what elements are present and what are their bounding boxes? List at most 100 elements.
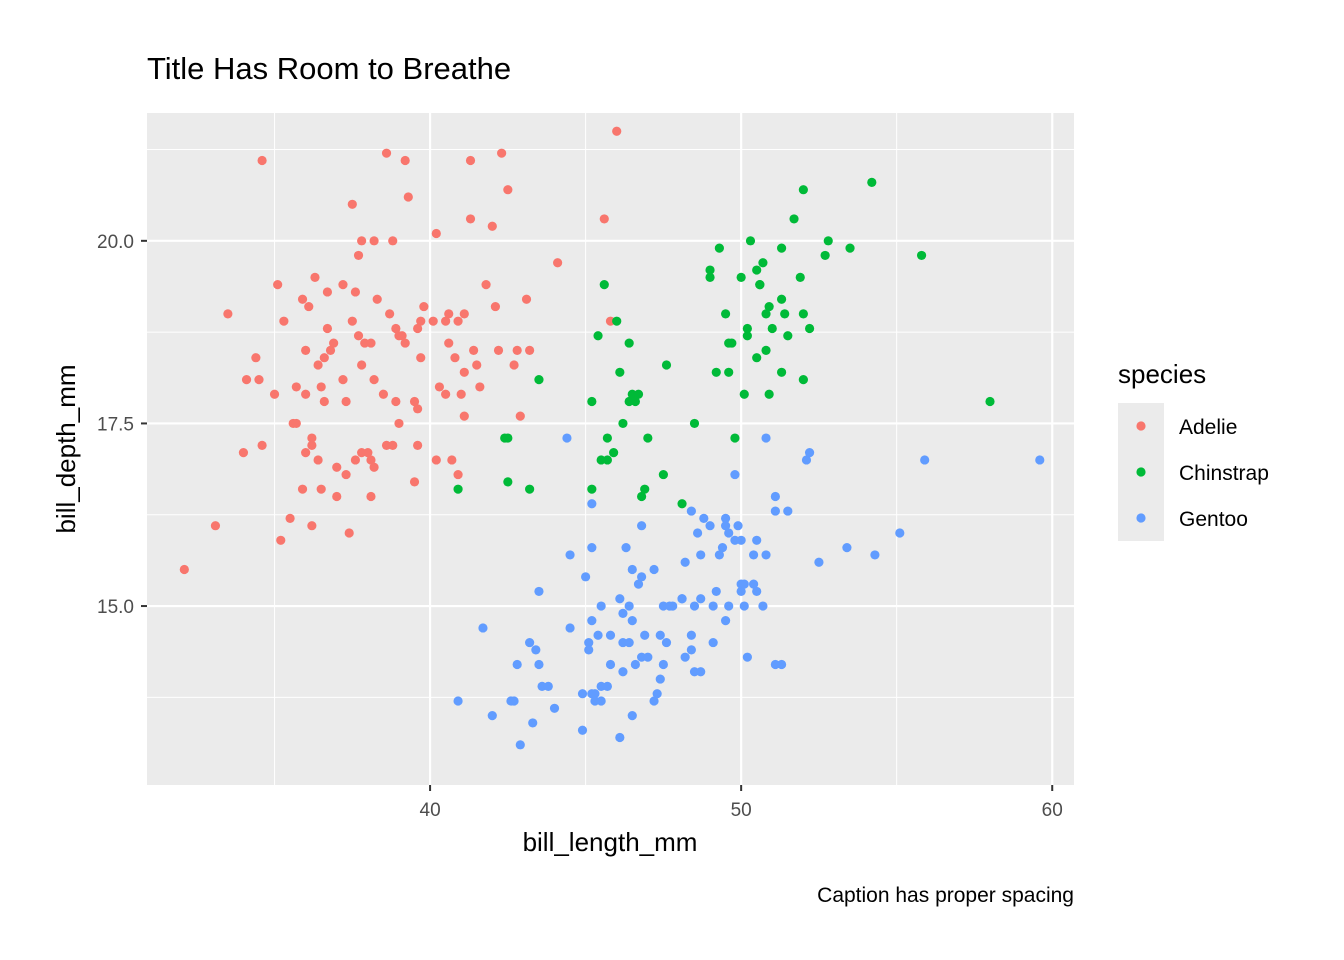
point-chinstrap xyxy=(599,280,609,290)
point-adelie xyxy=(285,513,295,523)
point-gentoo xyxy=(686,645,696,655)
point-adelie xyxy=(357,236,367,246)
point-adelie xyxy=(403,192,413,202)
point-chinstrap xyxy=(730,433,740,443)
point-adelie xyxy=(388,440,398,450)
point-adelie xyxy=(273,280,283,290)
point-chinstrap xyxy=(640,484,650,494)
point-adelie xyxy=(238,448,249,458)
legend-swatch-gentoo xyxy=(1136,513,1146,523)
point-gentoo xyxy=(661,637,672,648)
point-chinstrap xyxy=(795,272,805,282)
point-adelie xyxy=(366,455,376,465)
point-chinstrap xyxy=(761,309,771,319)
point-chinstrap xyxy=(720,309,731,319)
point-gentoo xyxy=(705,521,715,531)
point-gentoo xyxy=(714,550,724,560)
point-adelie xyxy=(329,338,339,348)
point-gentoo xyxy=(696,667,706,677)
legend-label-gentoo: Gentoo xyxy=(1179,508,1248,531)
point-gentoo xyxy=(577,725,588,735)
point-adelie xyxy=(254,375,264,385)
point-chinstrap xyxy=(724,338,734,348)
legend-swatch-chinstrap xyxy=(1136,467,1146,477)
point-adelie xyxy=(310,272,320,282)
point-chinstrap xyxy=(624,338,634,348)
point-adelie xyxy=(369,375,379,385)
point-adelie xyxy=(465,214,476,224)
point-adelie xyxy=(350,455,361,465)
point-chinstrap xyxy=(752,265,762,275)
point-chinstrap xyxy=(724,367,734,377)
point-chinstrap xyxy=(602,433,612,443)
point-adelie xyxy=(416,316,426,326)
point-adelie xyxy=(428,316,438,326)
point-gentoo xyxy=(615,732,625,743)
point-adelie xyxy=(353,250,364,261)
point-adelie xyxy=(313,360,323,370)
point-gentoo xyxy=(618,667,628,677)
point-adelie xyxy=(453,316,463,326)
point-gentoo xyxy=(453,696,463,706)
point-gentoo xyxy=(649,564,659,575)
minor-gridlines xyxy=(147,113,1074,785)
point-gentoo xyxy=(593,630,603,640)
point-adelie xyxy=(419,301,429,312)
data-points xyxy=(179,126,1045,750)
point-adelie xyxy=(388,236,398,246)
point-chinstrap xyxy=(767,323,777,334)
point-chinstrap xyxy=(755,280,765,290)
point-chinstrap xyxy=(789,214,799,224)
point-adelie xyxy=(465,155,476,166)
x-tick-label: 50 xyxy=(731,800,752,821)
point-adelie xyxy=(269,389,280,399)
point-chinstrap xyxy=(867,177,877,187)
point-gentoo xyxy=(680,557,690,567)
point-chinstrap xyxy=(587,484,597,494)
point-chinstrap xyxy=(742,331,752,341)
point-gentoo xyxy=(605,630,616,640)
point-adelie xyxy=(347,199,357,209)
point-adelie xyxy=(325,345,336,355)
point-chinstrap xyxy=(705,265,715,275)
point-gentoo xyxy=(624,637,634,648)
point-gentoo xyxy=(724,601,734,611)
point-adelie xyxy=(366,491,376,502)
y-tick-label: 15.0 xyxy=(97,597,134,618)
point-adelie xyxy=(369,236,379,246)
point-gentoo xyxy=(637,572,647,582)
point-adelie xyxy=(279,316,289,326)
point-gentoo xyxy=(804,448,815,458)
point-chinstrap xyxy=(618,418,628,429)
legend-label-adelie: Adelie xyxy=(1179,416,1237,439)
point-gentoo xyxy=(677,594,687,604)
point-adelie xyxy=(179,564,189,575)
point-chinstrap xyxy=(764,301,774,312)
x-tick-label: 40 xyxy=(420,800,441,821)
point-gentoo xyxy=(711,586,721,597)
point-adelie xyxy=(512,345,522,355)
point-adelie xyxy=(301,389,311,399)
point-gentoo xyxy=(733,521,743,531)
point-chinstrap xyxy=(742,323,752,334)
point-gentoo xyxy=(512,659,522,670)
point-gentoo xyxy=(814,557,824,567)
point-adelie xyxy=(444,309,454,319)
chart-title: Title Has Room to Breathe xyxy=(147,51,511,86)
point-chinstrap xyxy=(658,469,668,480)
point-gentoo xyxy=(708,601,718,611)
point-chinstrap xyxy=(739,389,749,399)
point-gentoo xyxy=(736,535,746,545)
point-adelie xyxy=(472,360,482,370)
point-adelie xyxy=(391,323,401,334)
point-adelie xyxy=(515,411,525,421)
point-gentoo xyxy=(724,528,734,538)
point-adelie xyxy=(459,367,469,377)
point-gentoo xyxy=(652,689,662,699)
point-adelie xyxy=(363,448,373,458)
legend-swatch-adelie xyxy=(1136,421,1146,431)
point-adelie xyxy=(276,535,286,545)
point-adelie xyxy=(400,155,410,166)
y-tick-label: 20.0 xyxy=(97,232,134,253)
